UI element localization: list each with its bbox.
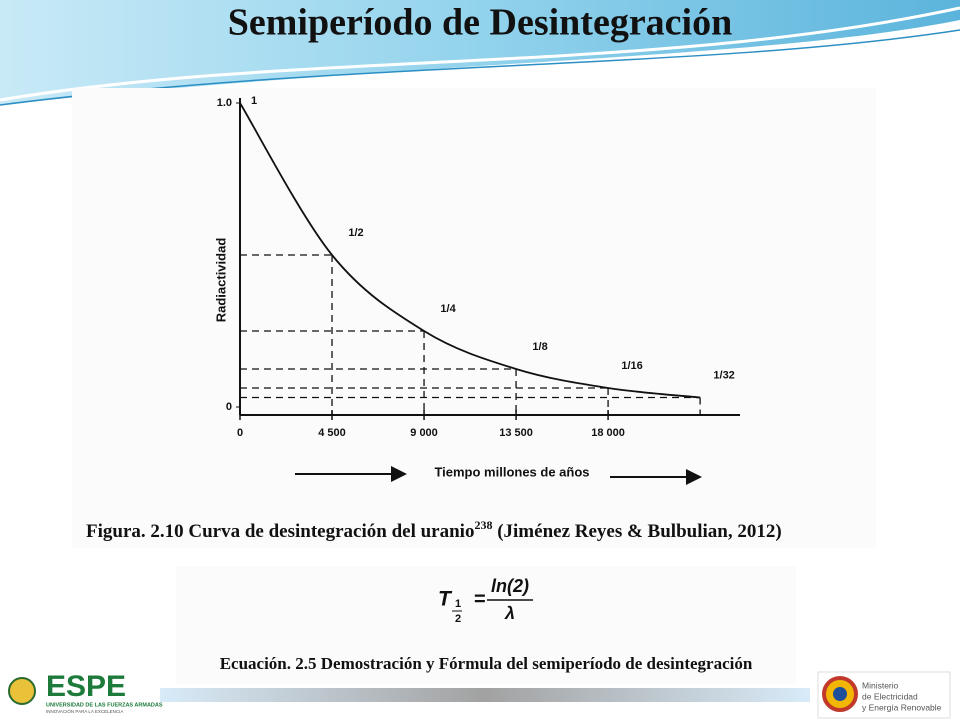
equation-caption: Ecuación. 2.5 Demostración y Fórmula del… — [220, 654, 753, 673]
value-label: 1 — [251, 95, 257, 107]
value-label: 1/4 — [440, 303, 456, 315]
chart: Tiempo millones de años Radiactividad 0 4… — [213, 95, 740, 485]
logo-line: UNIVERSIDAD DE LAS FUERZAS ARMADAS — [46, 702, 163, 708]
equation-symbol: T — [438, 588, 453, 611]
x-tick-label: 0 — [237, 427, 243, 439]
value-label: 1/8 — [532, 341, 547, 353]
logo-line: y Energía Renovable — [862, 702, 942, 712]
value-label: 1/32 — [713, 369, 734, 381]
value-label: 1/2 — [348, 227, 363, 239]
slide-title: Semiperíodo de Desintegración — [228, 2, 733, 44]
caption-superscript: 238 — [474, 518, 492, 532]
y-axis-label: Radiactividad — [213, 238, 228, 323]
y-tick-label: 0 — [226, 401, 232, 413]
logo-emblem — [833, 687, 847, 701]
equation-numerator: ln(2) — [491, 576, 529, 596]
logo-line: Ministerio — [862, 680, 899, 690]
x-tick-label: 4 500 — [318, 427, 346, 439]
equation-sub-num: 1 — [455, 598, 461, 610]
footer-bar — [160, 688, 810, 702]
logo-espe: ESPE — [46, 670, 126, 703]
equation-sub-den: 2 — [455, 613, 461, 625]
equation: T 1 2 = ln(2) λ — [438, 576, 533, 625]
x-tick-label: 9 000 — [410, 427, 438, 439]
caption-text: Figura. 2.10 Curva de desintegración del… — [86, 521, 474, 542]
logo-emblem — [8, 677, 36, 705]
logo-line: INNOVACIÓN PARA LA EXCELENCIA — [46, 708, 123, 714]
equation-denominator: λ — [504, 603, 515, 623]
y-tick-label: 1.0 — [217, 97, 232, 109]
figure-caption: Figura. 2.10 Curva de desintegración del… — [86, 518, 782, 543]
caption-source: (Jiménez Reyes & Bulbulian, 2012) — [492, 521, 781, 542]
x-tick-label: 13 500 — [499, 427, 533, 439]
header-swoosh — [0, 0, 960, 105]
x-axis-label: Tiempo millones de años — [434, 464, 589, 479]
x-tick-label: 18 000 — [591, 427, 625, 439]
equation-equals: = — [474, 588, 486, 610]
value-label: 1/16 — [621, 360, 642, 372]
logo-line: de Electricidad — [862, 691, 918, 701]
figure-panel — [72, 88, 876, 548]
header-line — [0, 6, 960, 102]
equation-panel — [176, 566, 796, 684]
